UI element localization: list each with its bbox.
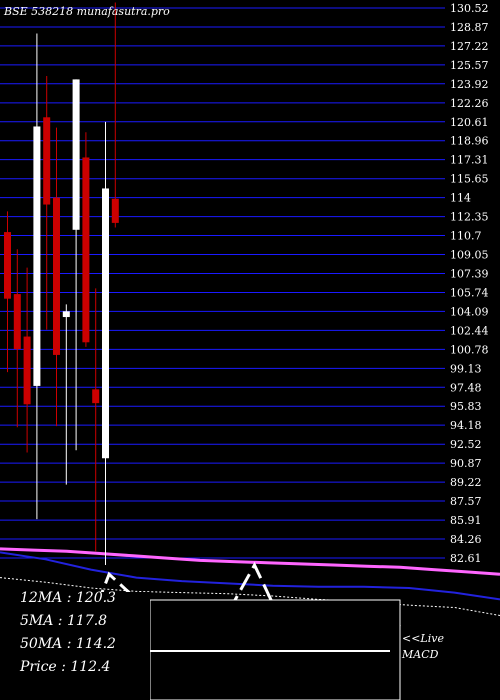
y-tick-label: 85.91 [450, 514, 482, 527]
candle-body [43, 117, 51, 205]
y-tick-label: 92.52 [450, 438, 482, 451]
candle-body [53, 197, 60, 355]
y-tick-label: 89.22 [450, 476, 482, 489]
y-tick-label: 110.7 [450, 230, 482, 243]
y-tick-label: 100.78 [450, 343, 489, 356]
stat-12ma: 12MA : 120.3 [20, 590, 116, 606]
stat-price: Price : 112.4 [19, 659, 110, 675]
y-tick-label: 127.22 [450, 40, 489, 53]
ma-line-5ma [0, 551, 500, 601]
y-tick-label: 115.65 [450, 173, 489, 186]
candle-body [72, 79, 80, 230]
y-tick-label: 125.57 [450, 59, 489, 72]
candle-body [82, 157, 90, 343]
candle-body [33, 126, 41, 386]
y-tick-label: 95.83 [450, 400, 482, 413]
stat-5ma: 5MA : 117.8 [20, 613, 107, 629]
macd-live-label: <<Live [402, 632, 444, 645]
candle-body [23, 336, 31, 405]
y-tick-label: 118.96 [450, 135, 489, 148]
y-tick-label: 84.26 [450, 533, 482, 546]
y-tick-label: 120.61 [450, 116, 489, 129]
stats-list: 12MA : 120.3 5MA : 117.8 50MA : 114.2 Price… [19, 590, 116, 675]
moving-average-lines [0, 547, 500, 616]
stat-50ma: 50MA : 114.2 [20, 636, 116, 652]
y-tick-label: 123.92 [450, 78, 489, 91]
price-axis: 130.52 128.87 127.22 125.57 123.92 122.26 120.… [450, 2, 489, 565]
stats-panel [0, 592, 150, 700]
y-tick-label: 94.18 [450, 419, 482, 432]
y-tick-label: 130.52 [450, 2, 489, 15]
ma-line-12ma [0, 547, 500, 576]
candle-body [62, 311, 70, 318]
ma-line-50ma [0, 577, 500, 616]
y-tick-label: 82.61 [450, 552, 482, 565]
candle-body [111, 198, 119, 223]
y-tick-label: 109.05 [450, 248, 489, 261]
y-tick-label: 102.44 [450, 324, 489, 337]
candle-body [92, 389, 100, 404]
y-tick-label: 107.39 [450, 268, 489, 281]
candle-body [13, 294, 21, 350]
y-tick-label: 97.48 [450, 381, 482, 394]
y-tick-label: 87.57 [450, 495, 482, 508]
y-tick-label: 122.26 [450, 97, 489, 110]
chart-title: BSE 538218 munafasutra.pro [3, 5, 170, 18]
candles [4, 2, 119, 566]
y-tick-label: 99.13 [450, 362, 482, 375]
y-tick-label: 117.31 [450, 154, 489, 167]
y-tick-label: 90.87 [450, 457, 482, 470]
y-tick-label: 104.09 [450, 305, 489, 318]
y-tick-label: 105.74 [450, 286, 489, 299]
macd-label: MACD [401, 648, 439, 661]
candle-body [4, 232, 11, 299]
y-tick-label: 112.35 [450, 211, 489, 224]
y-tick-label: 114 [450, 192, 471, 205]
y-tick-label: 128.87 [450, 21, 489, 34]
candle-body [102, 188, 109, 459]
